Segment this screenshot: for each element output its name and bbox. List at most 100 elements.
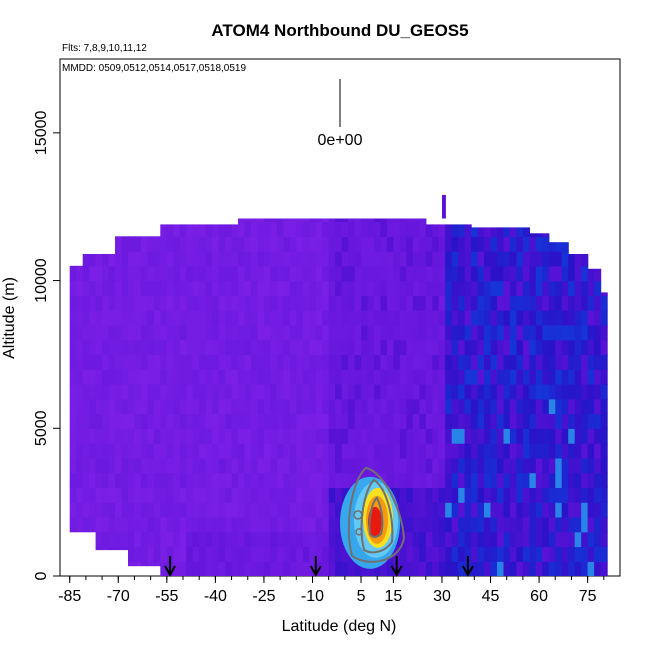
heat-cell bbox=[406, 339, 414, 356]
heat-cell bbox=[179, 369, 187, 385]
heat-cell bbox=[140, 516, 148, 533]
heat-cell bbox=[438, 384, 446, 400]
heat-cell bbox=[140, 428, 148, 444]
heat-cell bbox=[128, 310, 136, 326]
heat-cell bbox=[263, 384, 271, 400]
heat-cell bbox=[289, 516, 297, 533]
heat-cell bbox=[386, 339, 394, 356]
heat-cell bbox=[380, 324, 388, 341]
heat-cell bbox=[257, 502, 265, 518]
heat-cell bbox=[386, 354, 394, 370]
heat-cell bbox=[503, 487, 511, 503]
heat-cell bbox=[458, 280, 466, 296]
heat-cell bbox=[574, 280, 582, 296]
heat-cell bbox=[199, 251, 207, 267]
heat-cell bbox=[535, 561, 543, 576]
heat-cell bbox=[412, 487, 420, 503]
heat-cell bbox=[594, 487, 602, 503]
heat-cell bbox=[322, 324, 330, 341]
heat-cell bbox=[251, 384, 259, 400]
heat-cell bbox=[102, 516, 110, 533]
heat-cell bbox=[548, 502, 556, 518]
heat-cell bbox=[205, 224, 213, 237]
heat-cell bbox=[380, 443, 388, 459]
heat-cell bbox=[587, 369, 595, 385]
heat-cell bbox=[568, 339, 576, 356]
heat-cell bbox=[542, 428, 550, 444]
heat-cell bbox=[361, 561, 369, 576]
heat-cell bbox=[166, 472, 174, 488]
heat-cell bbox=[484, 310, 492, 326]
heat-cell bbox=[315, 428, 323, 444]
heat-cell bbox=[309, 398, 317, 415]
heat-cell bbox=[186, 516, 194, 533]
heat-cell bbox=[173, 354, 181, 370]
heat-cell bbox=[425, 546, 433, 562]
heat-cell bbox=[225, 265, 233, 282]
heat-cell bbox=[179, 224, 187, 237]
heat-cell bbox=[341, 251, 349, 267]
heat-cell bbox=[289, 413, 297, 429]
heat-cell bbox=[225, 502, 233, 518]
heat-cell bbox=[192, 310, 200, 326]
heat-cell bbox=[251, 265, 259, 282]
heat-cell bbox=[212, 265, 220, 282]
heat-cell bbox=[477, 561, 485, 576]
heat-cell bbox=[76, 354, 84, 370]
heat-cell bbox=[199, 310, 207, 326]
heat-cell bbox=[140, 236, 148, 252]
heat-cell bbox=[205, 443, 213, 459]
heat-cell bbox=[568, 531, 576, 548]
heat-cell bbox=[412, 310, 420, 326]
heat-cell bbox=[173, 339, 181, 356]
heat-cell bbox=[568, 502, 576, 518]
heat-cell bbox=[380, 295, 388, 311]
heat-cell bbox=[302, 384, 310, 400]
heat-cell bbox=[522, 280, 530, 296]
heat-cell bbox=[490, 236, 498, 252]
heat-cell bbox=[477, 265, 485, 282]
heat-cell bbox=[309, 280, 317, 296]
heat-cell bbox=[121, 413, 129, 429]
heat-cell bbox=[147, 546, 155, 562]
heat-cell bbox=[471, 236, 479, 252]
heat-cell bbox=[594, 413, 602, 429]
heat-cell bbox=[296, 295, 304, 311]
x-tick-label: -10 bbox=[301, 588, 324, 605]
heat-cell bbox=[412, 221, 420, 237]
heat-cell bbox=[484, 295, 492, 311]
heat-cell bbox=[484, 516, 492, 533]
heat-cell bbox=[302, 218, 310, 223]
heat-cell bbox=[238, 324, 246, 341]
heat-cell bbox=[490, 531, 498, 548]
heat-cell bbox=[555, 324, 563, 341]
heat-cell bbox=[406, 265, 414, 282]
heat-cell bbox=[594, 310, 602, 326]
heat-cell bbox=[348, 310, 356, 326]
heat-cell bbox=[594, 339, 602, 356]
heat-cell bbox=[393, 280, 401, 296]
heat-cell bbox=[445, 224, 453, 237]
heat-cell bbox=[341, 457, 349, 474]
heat-cell bbox=[406, 236, 414, 252]
heat-cell bbox=[179, 487, 187, 503]
heat-cell bbox=[199, 531, 207, 548]
heat-cell bbox=[438, 295, 446, 311]
heat-cell bbox=[231, 236, 239, 252]
heat-cell bbox=[238, 265, 246, 282]
heat-cell bbox=[522, 502, 530, 518]
heat-cell bbox=[471, 295, 479, 311]
heat-cell bbox=[257, 487, 265, 503]
y-tick-label: 10000 bbox=[33, 258, 50, 303]
heat-cell bbox=[121, 280, 129, 296]
heat-cell bbox=[393, 354, 401, 370]
heat-cell bbox=[425, 339, 433, 356]
heat-cell bbox=[587, 428, 595, 444]
heat-cell bbox=[471, 324, 479, 341]
heat-cell bbox=[134, 324, 142, 341]
heat-cell bbox=[399, 502, 407, 518]
heat-cell bbox=[574, 472, 582, 488]
heat-cell bbox=[432, 472, 440, 488]
heat-cell bbox=[535, 531, 543, 548]
heat-cell bbox=[276, 221, 284, 237]
